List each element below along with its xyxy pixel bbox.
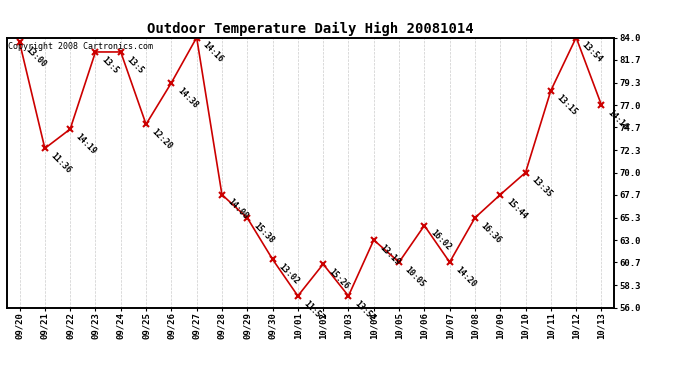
Text: 13:52: 13:52 xyxy=(353,299,377,323)
Text: 14:38: 14:38 xyxy=(175,86,199,109)
Text: 13:5: 13:5 xyxy=(99,55,120,75)
Text: 14:16: 14:16 xyxy=(606,108,630,132)
Text: 11:57: 11:57 xyxy=(302,299,326,323)
Text: 14:16: 14:16 xyxy=(201,40,225,64)
Text: 15:26: 15:26 xyxy=(327,267,351,291)
Text: 13:54: 13:54 xyxy=(580,40,604,64)
Text: 16:02: 16:02 xyxy=(428,228,453,252)
Text: 13:35: 13:35 xyxy=(530,175,554,200)
Text: 14:00: 14:00 xyxy=(226,198,250,222)
Text: Copyright 2008 Cartronics.com: Copyright 2008 Cartronics.com xyxy=(8,42,153,51)
Text: 13:00: 13:00 xyxy=(23,45,48,69)
Text: 13:19: 13:19 xyxy=(378,243,402,267)
Text: 14:19: 14:19 xyxy=(75,132,99,156)
Text: 12:20: 12:20 xyxy=(150,127,175,151)
Text: 15:38: 15:38 xyxy=(251,220,275,245)
Text: 16:36: 16:36 xyxy=(479,220,503,245)
Text: 13:02: 13:02 xyxy=(277,262,301,286)
Text: 14:20: 14:20 xyxy=(454,265,478,289)
Text: 10:05: 10:05 xyxy=(403,265,427,289)
Text: 11:36: 11:36 xyxy=(49,151,73,175)
Title: Outdoor Temperature Daily High 20081014: Outdoor Temperature Daily High 20081014 xyxy=(147,22,474,36)
Text: 15:44: 15:44 xyxy=(504,198,529,222)
Text: 13:5: 13:5 xyxy=(125,55,146,75)
Text: 13:15: 13:15 xyxy=(555,93,579,117)
